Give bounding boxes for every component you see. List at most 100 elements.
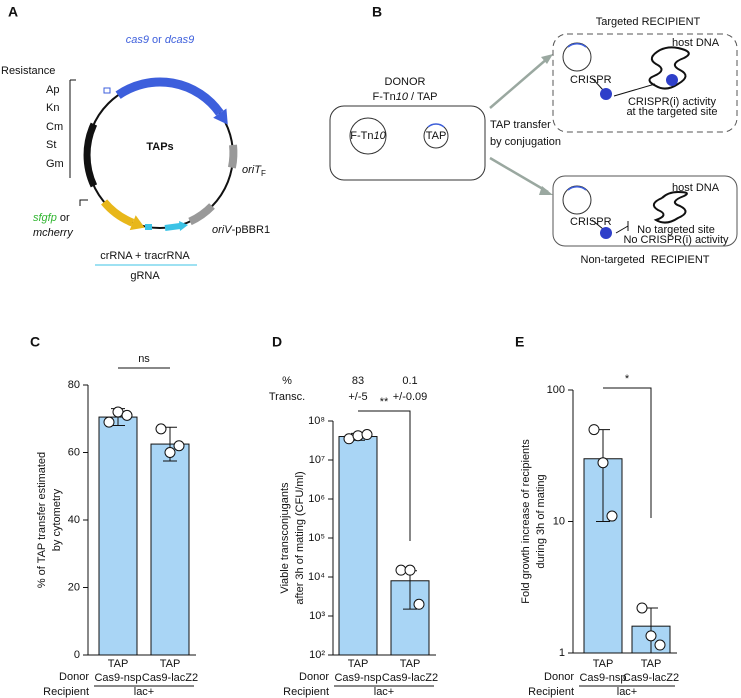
arrow-head bbox=[539, 186, 553, 195]
chart: E 1 10 100 Fold growth increase of recipient… bbox=[515, 334, 679, 698]
bar bbox=[338, 436, 378, 656]
y-tick-label: 20 bbox=[68, 581, 80, 593]
annotation: 83 bbox=[352, 375, 364, 387]
block bbox=[615, 221, 629, 234]
grna-label: gRNA bbox=[130, 270, 160, 282]
y-tick-label: 0 bbox=[74, 649, 80, 661]
marker-label: St bbox=[46, 139, 56, 151]
row-label: Recipient bbox=[283, 686, 329, 698]
data-point bbox=[654, 639, 666, 651]
data-point bbox=[636, 602, 648, 614]
data-point bbox=[155, 423, 167, 435]
x-tick-label: TAP bbox=[641, 658, 662, 670]
y-tick-label: 10² bbox=[309, 649, 325, 661]
crrna-label: crRNA + tracrRNA bbox=[100, 250, 190, 262]
charts: C 0 20 40 60 80 % of TAP transfer estimated by … bbox=[30, 334, 679, 698]
host-label: host DNA bbox=[672, 37, 720, 49]
annotation: 0.1 bbox=[402, 375, 417, 387]
donor-title: DONOR bbox=[385, 76, 426, 88]
oriv-label: oriV-pBBR1 bbox=[212, 224, 270, 236]
data-point bbox=[173, 440, 185, 452]
panel-label: B bbox=[372, 4, 382, 20]
non-targeted-cell bbox=[552, 175, 738, 247]
reporter-label: mcherry bbox=[33, 227, 74, 239]
x-tick-label: TAP bbox=[108, 658, 129, 670]
chart: D 10² 10³ 10⁴ 10⁵ 10⁶ 10⁷ 10⁸ Viable transconjug… bbox=[269, 334, 438, 698]
x-tick-label: Cas9-lacZ2 bbox=[382, 672, 438, 684]
marker bbox=[103, 87, 111, 94]
row-label: Donor bbox=[59, 671, 89, 683]
x-tick-label: TAP bbox=[348, 658, 369, 670]
y-axis-label: after 3h of mating (CFU/ml) bbox=[294, 471, 306, 604]
host-dna bbox=[648, 46, 690, 90]
bar bbox=[98, 416, 138, 656]
annotation: +/-5 bbox=[348, 391, 367, 403]
orit-label: oriTF bbox=[242, 164, 266, 178]
targeted-title: Targeted RECIPIENT bbox=[596, 16, 701, 28]
host-dna bbox=[652, 190, 688, 224]
targeted-cell bbox=[552, 33, 738, 133]
outcome: CRISPR(i) activity bbox=[628, 96, 717, 108]
marker-label: Ap bbox=[46, 84, 59, 96]
arrow bbox=[489, 57, 549, 109]
x-tick-label: Cas9-lacZ2 bbox=[142, 672, 198, 684]
resistance-bracket bbox=[69, 79, 76, 178]
group-label: lac+ bbox=[134, 686, 155, 698]
marker-label: Gm bbox=[46, 158, 64, 170]
y-tick-label: 10⁶ bbox=[308, 493, 325, 505]
promoter bbox=[79, 199, 88, 206]
row-label: Donor bbox=[299, 671, 329, 683]
x-tick-label: TAP bbox=[400, 658, 421, 670]
crrna bbox=[145, 224, 152, 230]
non-targeted-title: Non-targeted RECIPIENT bbox=[581, 254, 710, 266]
cas9-arc bbox=[115, 77, 224, 116]
data-point bbox=[121, 409, 133, 421]
plasmid-name: TAPs bbox=[146, 141, 173, 153]
transfer-label: TAP transfer bbox=[490, 119, 551, 131]
orit-arc bbox=[227, 144, 238, 169]
tracrrna bbox=[164, 223, 181, 231]
outcome: No CRISPR(i) activity bbox=[623, 234, 729, 246]
y-axis-label: Fold growth increase of recipients bbox=[520, 439, 532, 604]
row-label: Recipient bbox=[43, 686, 89, 698]
data-point bbox=[361, 429, 373, 441]
y-tick-label: 100 bbox=[547, 384, 565, 396]
block bbox=[613, 83, 656, 97]
cas9-bound bbox=[666, 74, 678, 86]
significance: ns bbox=[138, 353, 150, 365]
marker-label: Kn bbox=[46, 102, 59, 114]
cas9 bbox=[567, 186, 587, 191]
reporter-label: sfgfp or bbox=[33, 212, 70, 224]
y-axis-label: Viable transconjugants bbox=[279, 482, 291, 594]
tap-plasmid bbox=[562, 185, 592, 215]
cas9-protein bbox=[600, 227, 612, 239]
resistance-title: Resistance bbox=[1, 65, 55, 77]
crispr-label: CRISPR bbox=[570, 216, 612, 228]
significance: ** bbox=[380, 396, 389, 408]
y-axis-label: % of TAP transfer estimated bbox=[36, 452, 48, 588]
y-tick-label: 40 bbox=[68, 514, 80, 526]
f-plasmid bbox=[349, 117, 387, 155]
chart: C 0 20 40 60 80 % of TAP transfer estimated by … bbox=[30, 334, 198, 698]
y-tick-label: 10³ bbox=[309, 610, 325, 622]
cas9-protein bbox=[600, 88, 612, 100]
cas9 bbox=[427, 123, 445, 128]
outcome: at the targeted site bbox=[626, 106, 717, 118]
data-point bbox=[343, 433, 355, 445]
tracrrna-arrow bbox=[179, 221, 188, 231]
y-tick-label: 10 bbox=[553, 515, 565, 527]
data-point bbox=[645, 630, 657, 642]
bar bbox=[150, 443, 190, 656]
data-point bbox=[404, 564, 416, 576]
link bbox=[591, 77, 604, 91]
cas9-arrow bbox=[213, 108, 228, 125]
x-tick-label: TAP bbox=[593, 658, 614, 670]
f-plasmid-label: F-Tn10 bbox=[350, 130, 386, 142]
x-tick-label: Cas9-lacZ2 bbox=[623, 672, 679, 684]
significance-bracket bbox=[603, 387, 652, 518]
gene-label: cas9 or dcas9 bbox=[126, 34, 195, 46]
crispr-label: CRISPR bbox=[570, 74, 612, 86]
x-tick-label: TAP bbox=[160, 658, 181, 670]
tap-label: TAP bbox=[426, 130, 447, 142]
